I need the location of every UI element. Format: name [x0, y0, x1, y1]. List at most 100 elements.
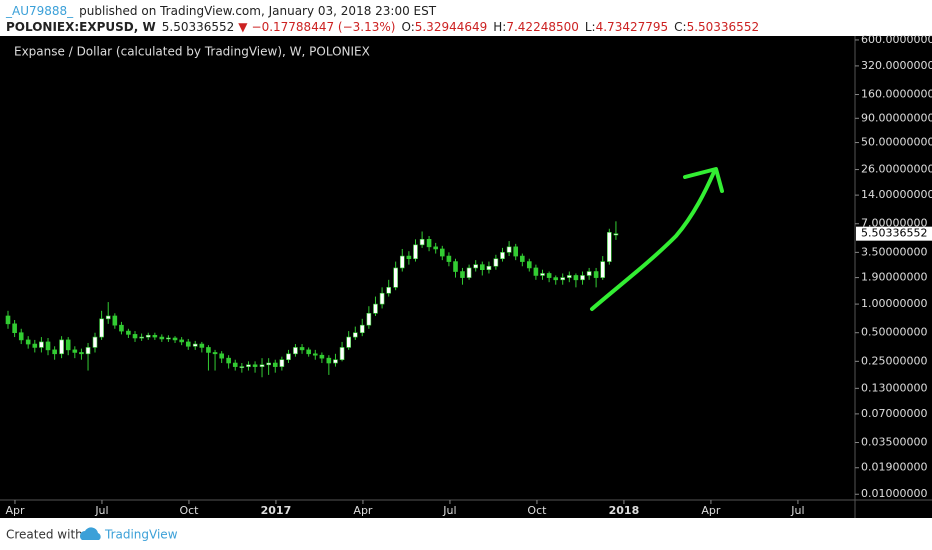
candle-body	[553, 277, 559, 281]
candle-body	[59, 339, 64, 355]
down-arrow: ▼	[238, 20, 248, 34]
candle-body	[386, 287, 391, 294]
candle-body	[393, 267, 398, 288]
candle-body	[306, 349, 311, 355]
candle-body	[600, 261, 606, 278]
x-tick-label: 2017	[261, 504, 292, 517]
candle-body	[359, 324, 365, 334]
h-label: H:	[493, 20, 506, 34]
candle-body	[79, 352, 84, 355]
candle-body	[453, 261, 458, 272]
x-tick-label: Oct	[179, 504, 199, 517]
candle-body	[246, 364, 251, 367]
l-value: 4.73427795	[596, 20, 669, 34]
candle-body	[112, 315, 118, 326]
y-tick-label: 1.90000000	[861, 271, 927, 284]
y-tick-label: 0.01900000	[861, 461, 927, 474]
candle-body	[500, 252, 505, 260]
x-tick-label: Jul	[790, 504, 804, 517]
candle-body	[466, 267, 472, 278]
candle-body	[560, 277, 565, 281]
chart-area	[0, 36, 932, 518]
candle-body	[526, 261, 532, 269]
candle-body	[319, 354, 325, 359]
x-tick-label: Apr	[701, 504, 721, 517]
x-tick-label: Oct	[527, 504, 547, 517]
author[interactable]: _AU79888_	[5, 4, 74, 18]
candle-body	[339, 347, 345, 361]
candle-body	[206, 347, 211, 353]
candle-body	[45, 341, 51, 351]
logo	[80, 527, 101, 540]
candle-body	[232, 362, 238, 367]
y-tick-label: 3.50000000	[861, 245, 927, 258]
x-tick-label: 2018	[609, 504, 640, 517]
arrow-annotation	[590, 167, 724, 311]
candle-body	[473, 264, 478, 269]
y-tick-label: 0.07000000	[861, 407, 927, 420]
candle-body	[219, 353, 224, 359]
candle-body	[5, 315, 11, 325]
created-with: Created with	[6, 528, 83, 542]
candle-body	[179, 339, 184, 343]
candle-body	[533, 267, 539, 276]
candle-body	[546, 273, 552, 278]
candle-body	[346, 336, 351, 348]
y-tick-label: 0.25000000	[861, 354, 927, 367]
y-tick-label: 26.00000000	[861, 163, 932, 176]
y-tick-label: 7.00000000	[861, 217, 927, 230]
candle-body	[373, 303, 378, 314]
x-tick-label: Jul	[94, 504, 108, 517]
candle-body	[172, 337, 178, 341]
candle-body	[239, 366, 245, 368]
candle-body	[105, 315, 111, 320]
candle-body	[506, 246, 512, 253]
header-line: _AU79888_ published on TradingView.com, J…	[5, 4, 437, 18]
candle-body	[379, 292, 385, 305]
o-value: 5.32944649	[415, 20, 488, 34]
candle-body	[126, 330, 131, 335]
candle-body	[567, 275, 572, 278]
candle-body	[366, 313, 372, 326]
candle-body	[92, 336, 98, 348]
brand[interactable]: TradingView	[104, 528, 178, 542]
candle-body	[185, 341, 191, 347]
candle-body	[199, 343, 205, 348]
candle-body	[159, 336, 165, 340]
candle-body	[406, 255, 412, 260]
candle-body	[18, 332, 24, 341]
candle-body	[433, 246, 438, 250]
candle-body	[145, 334, 151, 338]
y-tick-label: 50.00000000	[861, 136, 932, 149]
candle-body	[513, 246, 519, 257]
candle-body	[573, 275, 579, 281]
candle-body	[192, 343, 198, 347]
candles	[5, 221, 619, 378]
candle-body	[580, 275, 585, 281]
candle-body	[352, 332, 358, 338]
y-tick-label: 0.01000000	[861, 487, 927, 500]
candle-body	[480, 264, 485, 271]
footer	[0, 518, 932, 550]
candle-body	[419, 239, 425, 246]
candle-body	[252, 364, 258, 367]
y-tick-label: 1.00000000	[861, 297, 927, 310]
c-value: 5.50336552	[687, 20, 760, 34]
candle-body	[72, 349, 78, 353]
y-tick-label: 14.00000000	[861, 188, 932, 201]
candle-body	[426, 239, 432, 248]
x-tick-label: Jul	[442, 504, 456, 517]
candle-body	[132, 334, 138, 339]
candle-body	[266, 362, 271, 366]
candle-body	[286, 353, 291, 361]
candle-body	[119, 324, 124, 332]
candle-body	[52, 349, 57, 355]
candle-body	[446, 255, 452, 262]
candle-body	[85, 347, 91, 355]
candle-body	[413, 244, 418, 260]
candle-body	[212, 352, 218, 355]
x-tick-label: Apr	[353, 504, 373, 517]
x-tick-label: Apr	[5, 504, 25, 517]
l-label: L:	[585, 20, 596, 34]
candle-body	[540, 273, 545, 276]
